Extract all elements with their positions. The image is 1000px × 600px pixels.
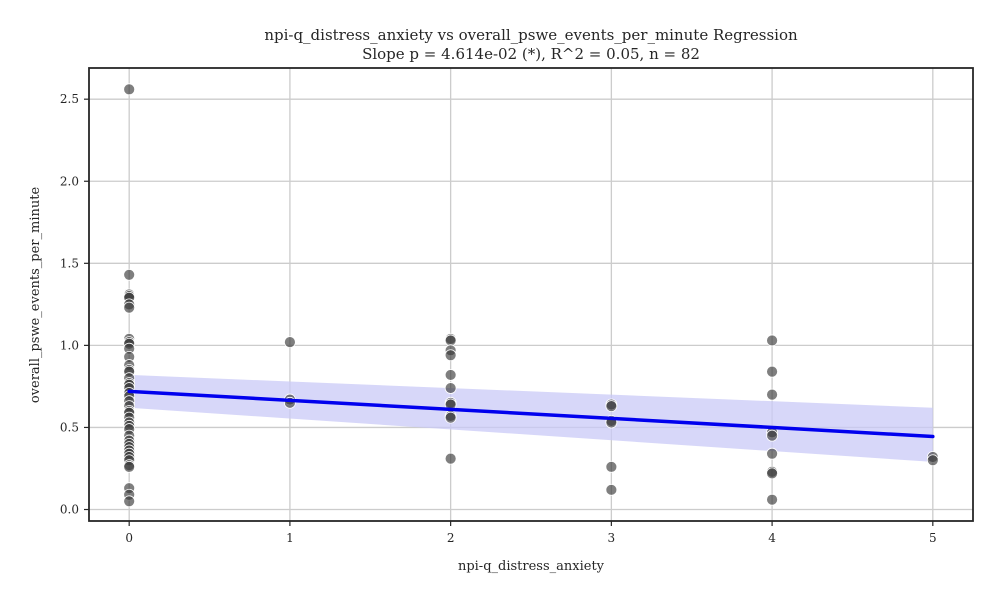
scatter-point	[123, 268, 136, 281]
scatter-point	[444, 382, 457, 394]
y-tick-label: 1.5	[60, 256, 79, 270]
plot-frame	[88, 67, 974, 522]
ticks-layer: 0 1 2 3 4 5 0.0 0.5 1.0 1.5 2.0 2.5	[60, 92, 937, 545]
y-tick-label: 2.0	[60, 174, 79, 188]
x-tick-label: 1	[286, 531, 294, 545]
scatter-point	[766, 429, 778, 442]
y-tick-label: 0.0	[60, 503, 79, 517]
scatter-point	[766, 467, 778, 480]
scatter-point	[123, 301, 136, 314]
y-tick-label: 0.5	[60, 420, 79, 434]
x-tick-label: 3	[608, 531, 616, 545]
x-tick-label: 2	[447, 531, 455, 545]
regression-line-layer	[127, 389, 935, 439]
scatter-point	[123, 495, 136, 508]
scatter-point	[766, 334, 778, 347]
scatter-point	[766, 365, 778, 378]
scatter-point	[444, 452, 457, 465]
scatter-point	[444, 334, 457, 347]
confidence-band	[129, 374, 933, 462]
scatter-point	[123, 460, 136, 473]
confidence-band-layer	[129, 374, 933, 462]
y-tick-label: 2.5	[60, 92, 79, 106]
regression-line	[127, 389, 935, 439]
scatter-point	[123, 83, 136, 96]
scatter-point	[926, 454, 939, 467]
y-tick-label: 1.0	[60, 338, 79, 352]
x-axis-label: npi-q_distress_anxiety	[458, 559, 605, 574]
x-tick-label: 0	[125, 531, 133, 545]
chart-subtitle: Slope p = 4.614e-02 (*), R^2 = 0.05, n =…	[362, 45, 700, 63]
chart-title: npi-q_distress_anxiety vs overall_pswe_e…	[264, 26, 798, 44]
scatter-point	[444, 369, 457, 381]
scatter-point	[766, 447, 778, 460]
scatter-point	[605, 483, 618, 496]
scatter-point	[605, 460, 618, 473]
scatter-point	[444, 349, 457, 362]
scatter-point	[284, 336, 296, 348]
scatter-point	[766, 388, 778, 401]
points-layer	[123, 83, 939, 508]
scatter-point	[444, 411, 457, 424]
y-axis-label: overall_pswe_events_per_minute	[28, 187, 43, 404]
grid-layer	[89, 68, 973, 521]
x-tick-label: 5	[929, 531, 937, 545]
scatter-point	[605, 400, 618, 413]
x-tick-label: 4	[768, 531, 776, 545]
scatter-point	[766, 493, 778, 506]
